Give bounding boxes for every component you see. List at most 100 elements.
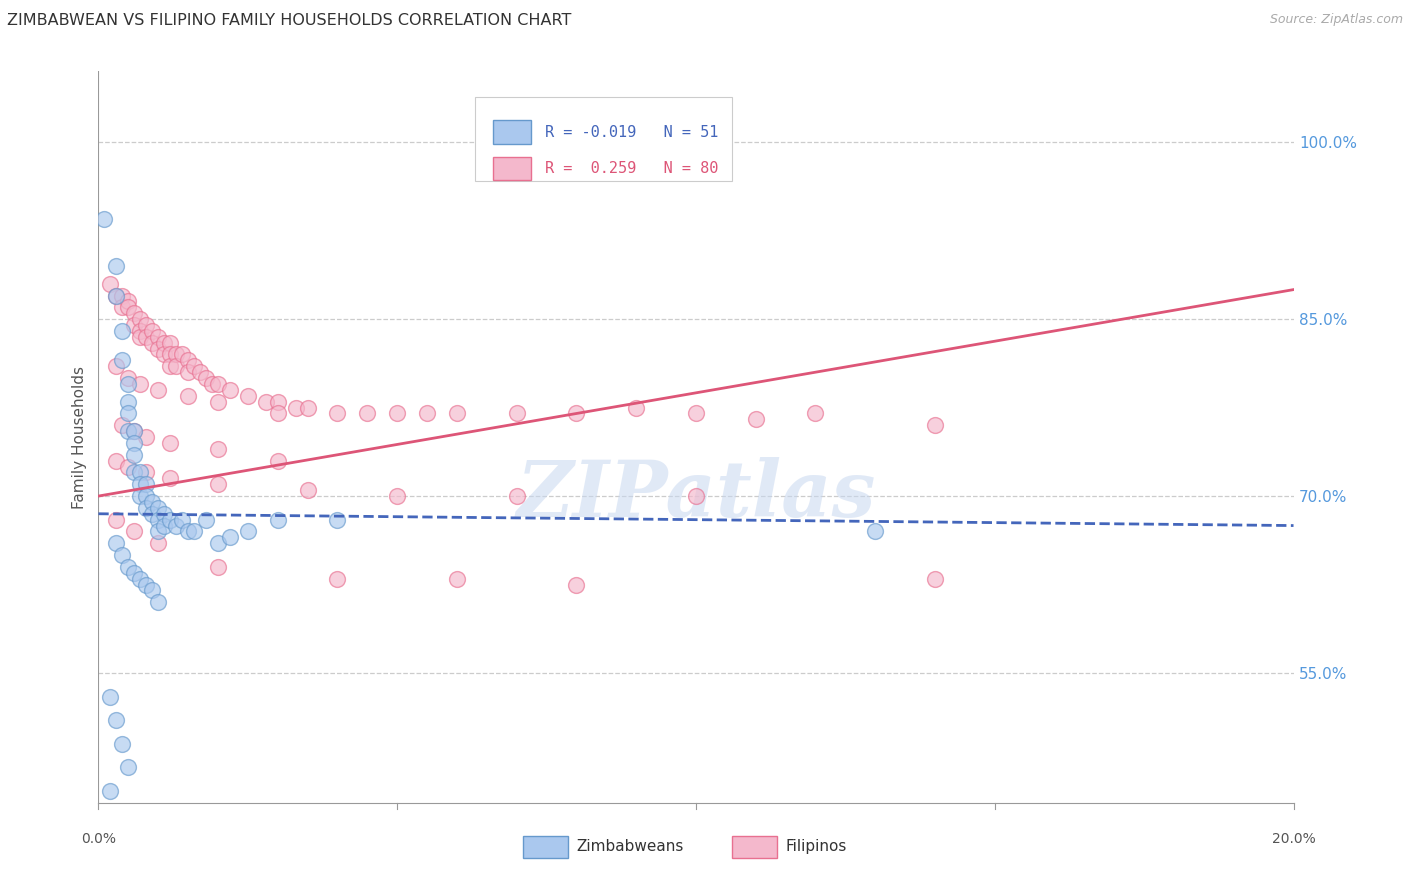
- Point: [207, 442, 229, 456]
- Point: [93, 211, 115, 226]
- Point: [105, 536, 128, 550]
- Point: [626, 401, 648, 415]
- Point: [117, 424, 139, 438]
- Point: [117, 394, 139, 409]
- Point: [141, 507, 163, 521]
- Point: [141, 495, 163, 509]
- Point: [207, 536, 229, 550]
- Point: [117, 559, 139, 574]
- Point: [100, 784, 122, 798]
- Point: [159, 335, 181, 350]
- Point: [105, 259, 128, 273]
- Point: [356, 407, 378, 421]
- Point: [446, 407, 468, 421]
- Point: [100, 277, 122, 291]
- Point: [153, 347, 176, 361]
- Point: [236, 524, 259, 539]
- Point: [148, 595, 170, 609]
- Point: [135, 466, 157, 480]
- Point: [865, 524, 887, 539]
- Point: [326, 572, 349, 586]
- Point: [165, 359, 187, 374]
- Point: [565, 407, 588, 421]
- Point: [105, 713, 128, 727]
- Point: [117, 301, 139, 315]
- Point: [141, 583, 163, 598]
- Point: [129, 489, 152, 503]
- Text: Source: ZipAtlas.com: Source: ZipAtlas.com: [1270, 13, 1403, 27]
- Point: [135, 318, 157, 332]
- Point: [148, 342, 170, 356]
- Point: [105, 453, 128, 467]
- Point: [148, 536, 170, 550]
- Point: [117, 371, 139, 385]
- Point: [924, 418, 946, 433]
- FancyBboxPatch shape: [733, 836, 778, 858]
- Point: [148, 330, 170, 344]
- Point: [135, 477, 157, 491]
- Point: [100, 690, 122, 704]
- Point: [177, 524, 200, 539]
- Point: [207, 559, 229, 574]
- Point: [297, 401, 319, 415]
- Point: [267, 453, 290, 467]
- Point: [135, 500, 157, 515]
- FancyBboxPatch shape: [494, 120, 531, 144]
- Point: [129, 376, 152, 391]
- Text: ZIPatlas: ZIPatlas: [516, 458, 876, 533]
- Point: [326, 513, 349, 527]
- Point: [135, 489, 157, 503]
- Point: [135, 577, 157, 591]
- Point: [124, 566, 146, 580]
- Text: R =  0.259   N = 80: R = 0.259 N = 80: [546, 161, 718, 176]
- Point: [183, 359, 205, 374]
- Point: [326, 407, 349, 421]
- Point: [416, 407, 439, 421]
- Point: [165, 347, 187, 361]
- Point: [124, 318, 146, 332]
- Point: [148, 524, 170, 539]
- Point: [159, 471, 181, 485]
- Point: [177, 389, 200, 403]
- Point: [129, 330, 152, 344]
- Point: [745, 412, 768, 426]
- Point: [207, 376, 229, 391]
- Point: [207, 394, 229, 409]
- Point: [111, 548, 134, 562]
- Text: Zimbabweans: Zimbabweans: [576, 839, 683, 855]
- FancyBboxPatch shape: [523, 836, 568, 858]
- Point: [159, 359, 181, 374]
- Text: Filipinos: Filipinos: [786, 839, 846, 855]
- Point: [195, 513, 218, 527]
- Point: [153, 507, 176, 521]
- Point: [105, 288, 128, 302]
- Point: [124, 306, 146, 320]
- Point: [165, 518, 187, 533]
- Point: [188, 365, 211, 379]
- Point: [201, 376, 224, 391]
- Point: [219, 530, 242, 544]
- Point: [141, 324, 163, 338]
- FancyBboxPatch shape: [494, 157, 531, 180]
- Point: [177, 365, 200, 379]
- Point: [207, 477, 229, 491]
- Point: [236, 389, 259, 403]
- Point: [385, 489, 409, 503]
- Point: [117, 294, 139, 309]
- Point: [804, 407, 827, 421]
- Point: [685, 407, 707, 421]
- Point: [135, 330, 157, 344]
- Point: [924, 572, 946, 586]
- Point: [254, 394, 277, 409]
- Point: [267, 394, 290, 409]
- Point: [111, 353, 134, 368]
- Text: R = -0.019   N = 51: R = -0.019 N = 51: [546, 125, 718, 139]
- Point: [124, 524, 146, 539]
- Point: [284, 401, 307, 415]
- Point: [172, 513, 194, 527]
- Point: [111, 737, 134, 751]
- Point: [111, 288, 134, 302]
- Point: [141, 335, 163, 350]
- Y-axis label: Family Households: Family Households: [72, 366, 87, 508]
- Point: [385, 407, 409, 421]
